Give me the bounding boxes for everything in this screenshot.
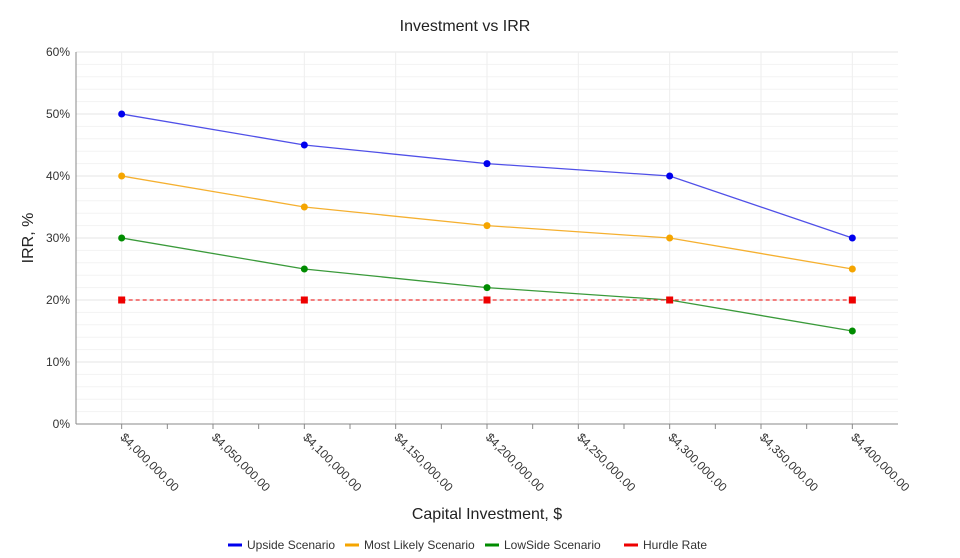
- data-point: [118, 110, 126, 118]
- data-point: [848, 265, 856, 273]
- legend-item: LowSide Scenario: [485, 538, 601, 552]
- data-point: [483, 160, 491, 168]
- chart-title: Investment vs IRR: [400, 18, 531, 35]
- x-tick-label: $4,050,000.00: [209, 430, 273, 494]
- x-axis-label: Capital Investment, $: [412, 506, 562, 523]
- x-tick-label: $4,400,000.00: [848, 430, 912, 494]
- x-tick-label: $4,300,000.00: [666, 430, 730, 494]
- data-point: [848, 327, 856, 335]
- y-tick-label: 50%: [46, 107, 70, 121]
- legend-item: Most Likely Scenario: [345, 538, 475, 552]
- y-tick-label: 0%: [53, 417, 71, 431]
- legend-label: LowSide Scenario: [504, 538, 601, 552]
- legend-label: Upside Scenario: [247, 538, 335, 552]
- y-axis-label: IRR, %: [20, 213, 37, 264]
- x-tick-label: $4,250,000.00: [574, 430, 638, 494]
- data-point: [666, 296, 674, 304]
- x-tick-label: $4,150,000.00: [392, 430, 456, 494]
- data-point: [483, 284, 491, 292]
- y-tick-label: 30%: [46, 231, 70, 245]
- data-point: [848, 234, 856, 242]
- x-tick-label: $4,200,000.00: [483, 430, 547, 494]
- data-point: [300, 296, 308, 304]
- y-tick-label: 20%: [46, 293, 70, 307]
- legend-label: Hurdle Rate: [643, 538, 707, 552]
- data-point: [666, 234, 674, 242]
- data-point: [300, 265, 308, 273]
- data-point: [118, 234, 126, 242]
- x-tick-label: $4,000,000.00: [118, 430, 182, 494]
- y-tick-label: 10%: [46, 355, 70, 369]
- data-point: [300, 141, 308, 149]
- data-point: [300, 203, 308, 211]
- legend-item: Hurdle Rate: [624, 538, 707, 552]
- y-tick-label: 40%: [46, 169, 70, 183]
- data-point: [483, 222, 491, 230]
- legend-label: Most Likely Scenario: [364, 538, 475, 552]
- data-point: [118, 172, 126, 180]
- y-tick-label: 60%: [46, 45, 70, 59]
- x-tick-label: $4,350,000.00: [757, 430, 821, 494]
- legend-item: Upside Scenario: [228, 538, 335, 552]
- data-point: [483, 296, 491, 304]
- data-point: [118, 296, 126, 304]
- x-tick-label: $4,100,000.00: [300, 430, 364, 494]
- data-point: [848, 296, 856, 304]
- data-point: [666, 172, 674, 180]
